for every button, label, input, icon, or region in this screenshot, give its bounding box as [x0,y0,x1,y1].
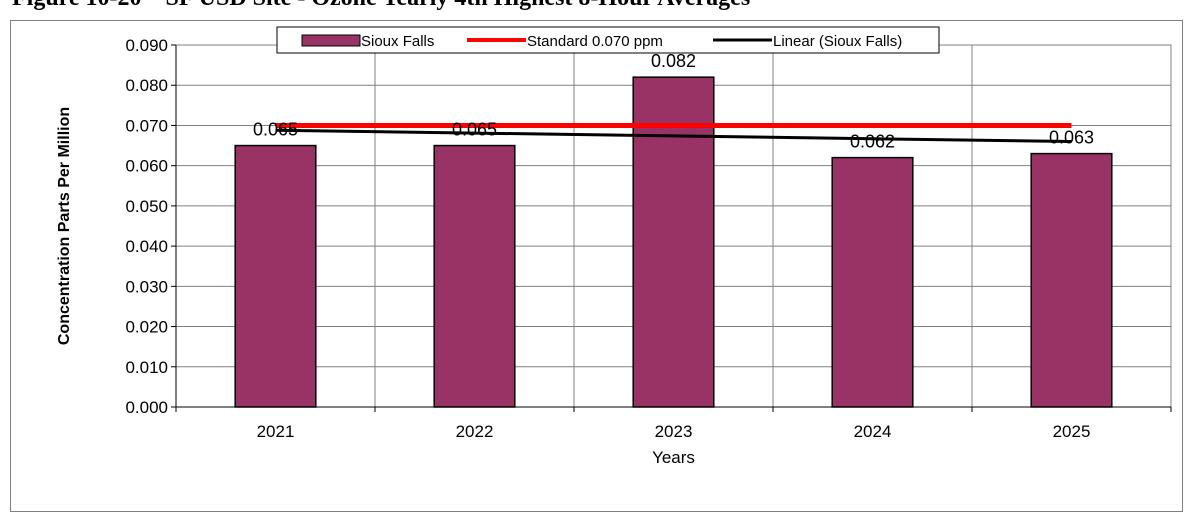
y-tick-label: 0.080 [125,76,168,95]
chart-frame: 0.000 0.010 0.020 0.030 0.040 0.050 0.060 0.070… [10,20,1183,512]
trendline [275,128,1072,144]
y-tick-label: 0.050 [125,197,168,216]
legend-label-linear: Linear (Sioux Falls) [773,33,902,50]
x-axis-title: Years [652,448,695,467]
bar-2021 [234,144,317,408]
bar-2025 [1030,152,1113,408]
legend-label-sioux-falls: Sioux Falls [361,33,434,50]
data-label-2025: 0.063 [1049,128,1094,148]
y-tick-label: 0.030 [125,277,168,296]
bar-2022 [433,144,516,408]
data-label-2022: 0.065 [452,120,497,140]
y-tick-label: 0.090 [125,36,168,55]
x-tick-label: 2021 [257,422,295,441]
y-tick-label: 0.000 [125,398,168,417]
bar-2024 [831,156,914,408]
y-tick-label: 0.060 [125,157,168,176]
x-tick-label: 2022 [456,422,494,441]
legend-box [276,26,940,54]
legend-swatch-sioux-falls [301,34,361,47]
legend-label-standard: Standard 0.070 ppm [527,33,663,50]
bar-2023 [632,76,715,408]
x-tick-label: 2024 [854,422,892,441]
chart-svg: 0.000 0.010 0.020 0.030 0.040 0.050 0.060 0.070… [56,26,1172,467]
x-tick-label: 2025 [1053,422,1091,441]
y-tick-label: 0.070 [125,116,168,135]
figure-title: Figure 10-20 – SF USD Site - Ozone Yearl… [0,0,1193,10]
data-label-2024: 0.062 [850,132,895,152]
y-tick-label: 0.040 [125,237,168,256]
data-label-2021: 0.065 [253,120,298,140]
y-axis-title: Concentration Parts Per Million [56,107,73,345]
y-tick-label: 0.020 [125,318,168,337]
x-tick-label: 2023 [655,422,693,441]
data-label-2023: 0.082 [651,51,696,71]
y-tick-label: 0.010 [125,358,168,377]
